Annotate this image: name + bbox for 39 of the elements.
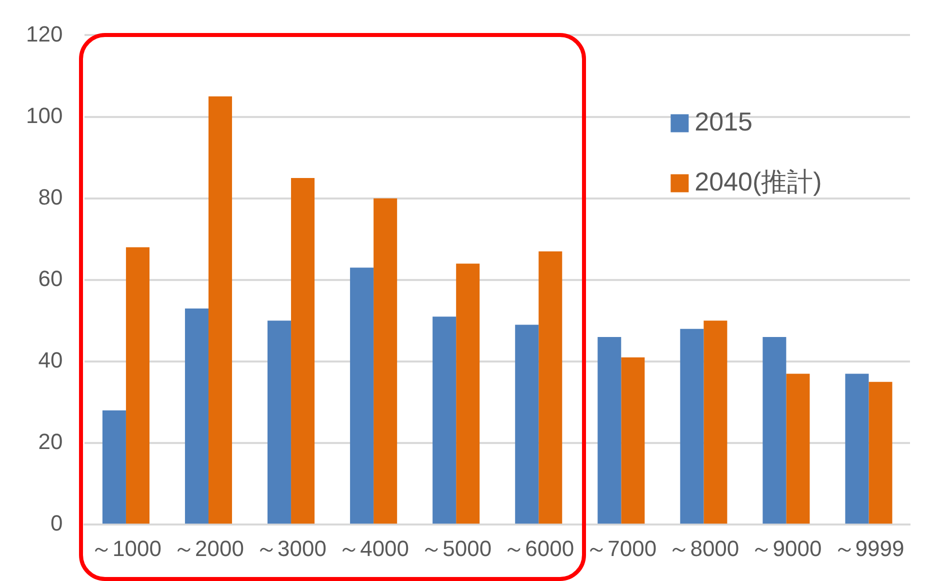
bar bbox=[126, 247, 150, 524]
bar bbox=[845, 374, 869, 524]
x-tick-label: ～9999 bbox=[833, 536, 904, 561]
bar bbox=[184, 308, 208, 524]
y-tick-label: 100 bbox=[26, 102, 63, 128]
x-tick-label: ～4000 bbox=[338, 536, 410, 561]
bar bbox=[515, 324, 539, 524]
bar bbox=[762, 336, 786, 524]
x-tick-label: ～3000 bbox=[256, 536, 327, 561]
bar bbox=[538, 251, 562, 524]
y-tick-label: 0 bbox=[50, 510, 63, 536]
legend-label: 2015 bbox=[694, 106, 753, 136]
bar bbox=[786, 374, 810, 524]
bar bbox=[598, 336, 622, 524]
bar bbox=[208, 96, 232, 524]
y-tick-label: 120 bbox=[26, 21, 63, 46]
bar bbox=[291, 178, 315, 524]
y-tick-label: 40 bbox=[38, 348, 63, 373]
bar bbox=[268, 320, 292, 524]
y-tick-label: 80 bbox=[38, 184, 63, 210]
legend-label: 2040(推計) bbox=[694, 166, 822, 196]
x-tick-label: ～6000 bbox=[503, 536, 574, 561]
bar bbox=[868, 382, 892, 524]
bar bbox=[350, 268, 374, 524]
x-tick-label: ～1000 bbox=[90, 536, 162, 561]
x-tick-label: ～5000 bbox=[420, 536, 492, 561]
x-tick-label: ～7000 bbox=[586, 536, 657, 561]
bar bbox=[456, 264, 480, 524]
x-tick-label: ～9000 bbox=[750, 536, 822, 561]
bar bbox=[704, 320, 728, 524]
y-tick-label: 20 bbox=[38, 429, 63, 454]
bar bbox=[374, 198, 398, 524]
bar bbox=[432, 316, 456, 524]
bar bbox=[621, 357, 645, 524]
bar bbox=[102, 410, 126, 524]
y-tick-label: 60 bbox=[38, 266, 63, 291]
bar bbox=[680, 328, 704, 524]
x-tick-label: ～8000 bbox=[668, 536, 740, 561]
x-tick-label: ～2000 bbox=[173, 536, 244, 561]
